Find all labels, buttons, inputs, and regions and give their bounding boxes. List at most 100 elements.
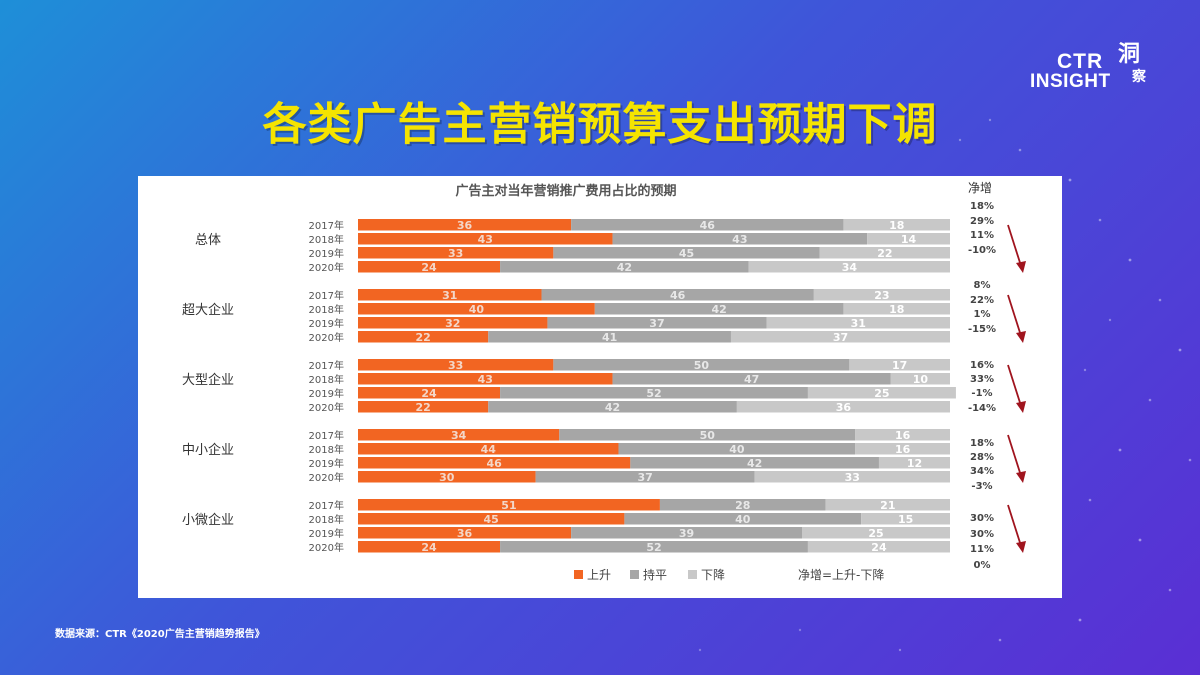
data-label-fall: 25: [868, 527, 883, 540]
bar-segment-fall: [754, 471, 950, 483]
data-source-note: 数据来源：CTR《2020广告主营销趋势报告》: [55, 629, 265, 640]
ctr-insight-logo: CTR INSIGHT 洞 察: [1030, 41, 1170, 100]
down-arrow-head-icon: [1016, 401, 1026, 413]
data-label-fall: 37: [833, 331, 848, 344]
bar-segment-fall: [730, 331, 950, 343]
data-label-rise: 34: [451, 429, 467, 442]
data-label-flat: 28: [735, 499, 750, 512]
data-label-fall: 22: [877, 247, 892, 260]
bar-segment-rise: [358, 331, 489, 343]
down-arrow-head-icon: [1016, 261, 1026, 273]
data-label-flat: 50: [694, 359, 710, 372]
chart-panel: 广告主对当年营销推广费用占比的预期 净增 总体 2017年 36 46 18 2018年 43 4…: [138, 176, 1062, 598]
bar-segment-rise: [358, 443, 619, 455]
data-label-rise: 24: [421, 387, 437, 400]
data-label-flat: 52: [646, 541, 661, 554]
net-value-label: -1%: [971, 388, 992, 399]
year-label: 2017年: [309, 289, 344, 302]
bar-segment-fall: [819, 247, 950, 259]
net-value-label: 18%: [970, 201, 994, 212]
bar-segment-flat: [612, 373, 891, 385]
down-arrow-icon: [1007, 364, 1023, 410]
bar-segment-rise: [358, 541, 501, 553]
net-value-label: 1%: [974, 309, 991, 320]
bar-segment-rise: [358, 289, 542, 301]
bar-segment-flat: [553, 247, 820, 259]
bar-segment-fall: [878, 457, 950, 469]
bar-segment-fall: [825, 499, 950, 511]
net-increase-header: 净增: [968, 181, 992, 195]
bar-segment-fall: [807, 387, 956, 399]
data-label-rise: 33: [448, 247, 463, 260]
legend-swatch: [688, 570, 697, 579]
bar-segment-flat: [500, 261, 749, 273]
group-label: 小微企业: [182, 512, 234, 528]
bar-segment-fall: [802, 527, 950, 539]
net-value-label: 16%: [970, 360, 994, 371]
bar-segment-fall: [843, 219, 950, 231]
bar-segment-fall: [849, 359, 950, 371]
data-label-flat: 52: [646, 387, 661, 400]
bar-segment-fall: [861, 513, 950, 525]
bar-segment-rise: [358, 499, 660, 511]
year-label: 2019年: [309, 457, 344, 470]
bar-segment-flat: [535, 471, 755, 483]
legend-label: 上升: [587, 568, 611, 582]
data-label-fall: 12: [907, 457, 922, 470]
bar-segment-rise: [358, 527, 572, 539]
data-label-flat: 45: [679, 247, 694, 260]
bar-segment-flat: [547, 317, 767, 329]
year-label: 2018年: [309, 373, 344, 386]
page-title: 各类广告主营销预算支出预期下调: [262, 99, 938, 150]
data-label-rise: 51: [501, 499, 516, 512]
data-label-rise: 24: [421, 541, 437, 554]
bar-segment-flat: [659, 499, 826, 511]
bar-segment-fall: [843, 303, 950, 315]
data-label-flat: 37: [649, 317, 664, 330]
year-label: 2020年: [309, 541, 344, 554]
data-label-flat: 39: [679, 527, 694, 540]
legend-note: 净增=上升-下降: [798, 568, 884, 582]
bar-segment-flat: [488, 401, 737, 413]
bar-segment-flat: [559, 429, 856, 441]
bar-segment-fall: [807, 541, 950, 553]
net-value-label: 0%: [974, 560, 991, 571]
data-label-fall: 25: [874, 387, 889, 400]
year-label: 2017年: [309, 219, 344, 232]
net-value-label: 33%: [970, 374, 994, 385]
net-value-label: 11%: [970, 544, 994, 555]
bar-segment-rise: [358, 387, 501, 399]
bar-segment-rise: [358, 261, 501, 273]
data-label-fall: 34: [842, 261, 858, 274]
data-label-flat: 40: [735, 513, 751, 526]
bar-segment-flat: [488, 331, 731, 343]
bar-segment-rise: [358, 429, 560, 441]
down-arrow-icon: [1007, 224, 1023, 270]
data-label-fall: 31: [851, 317, 866, 330]
net-value-label: 30%: [970, 513, 994, 524]
data-label-fall: 14: [901, 233, 917, 246]
data-label-rise: 43: [478, 373, 493, 386]
data-label-flat: 42: [747, 457, 762, 470]
legend-swatch: [574, 570, 583, 579]
data-label-flat: 42: [711, 303, 726, 316]
bar-segment-fall: [813, 289, 950, 301]
year-label: 2020年: [309, 261, 344, 274]
bar-segment-flat: [594, 303, 844, 315]
bar-segment-rise: [358, 513, 625, 525]
logo-text-ctr: CTR: [1057, 50, 1104, 73]
data-label-rise: 32: [445, 317, 460, 330]
bar-segment-rise: [358, 457, 631, 469]
data-label-flat: 42: [617, 261, 632, 274]
down-arrow-icon: [1007, 294, 1023, 340]
legend-label: 持平: [643, 567, 667, 582]
logo-text-insight: INSIGHT: [1030, 71, 1111, 92]
data-label-fall: 15: [898, 513, 913, 526]
bar-segment-rise: [358, 219, 572, 231]
year-label: 2018年: [309, 303, 344, 316]
bar-segment-flat: [571, 527, 802, 539]
data-label-flat: 50: [700, 429, 716, 442]
year-label: 2019年: [309, 387, 344, 400]
